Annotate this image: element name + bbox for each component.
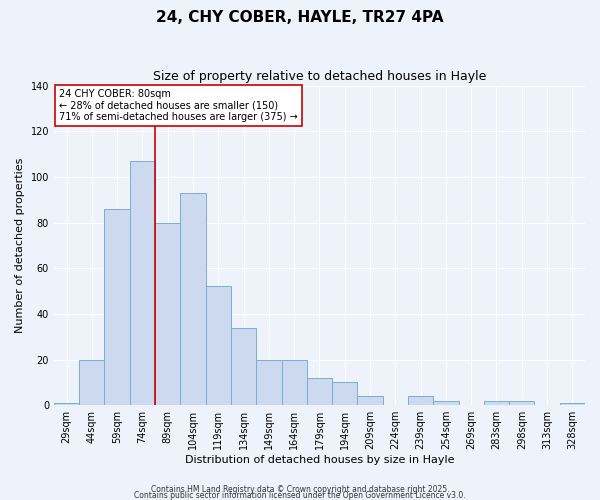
Bar — [181, 193, 206, 405]
Y-axis label: Number of detached properties: Number of detached properties — [15, 158, 25, 333]
Bar — [281, 360, 307, 405]
Bar — [256, 360, 281, 405]
Bar — [155, 222, 181, 405]
Bar — [358, 396, 383, 405]
Text: Contains HM Land Registry data © Crown copyright and database right 2025.: Contains HM Land Registry data © Crown c… — [151, 484, 449, 494]
Text: 24 CHY COBER: 80sqm
← 28% of detached houses are smaller (150)
71% of semi-detac: 24 CHY COBER: 80sqm ← 28% of detached ho… — [59, 89, 298, 122]
Bar — [509, 400, 535, 405]
Bar — [408, 396, 433, 405]
Text: 24, CHY COBER, HAYLE, TR27 4PA: 24, CHY COBER, HAYLE, TR27 4PA — [156, 10, 444, 25]
Bar — [206, 286, 231, 405]
Text: Contains public sector information licensed under the Open Government Licence v3: Contains public sector information licen… — [134, 490, 466, 500]
Bar — [231, 328, 256, 405]
Bar — [307, 378, 332, 405]
Bar — [332, 382, 358, 405]
Bar — [54, 403, 79, 405]
Bar — [484, 400, 509, 405]
Bar — [104, 209, 130, 405]
Title: Size of property relative to detached houses in Hayle: Size of property relative to detached ho… — [153, 70, 486, 83]
Bar — [560, 403, 585, 405]
Bar — [79, 360, 104, 405]
Bar — [130, 161, 155, 405]
X-axis label: Distribution of detached houses by size in Hayle: Distribution of detached houses by size … — [185, 455, 454, 465]
Bar — [433, 400, 458, 405]
